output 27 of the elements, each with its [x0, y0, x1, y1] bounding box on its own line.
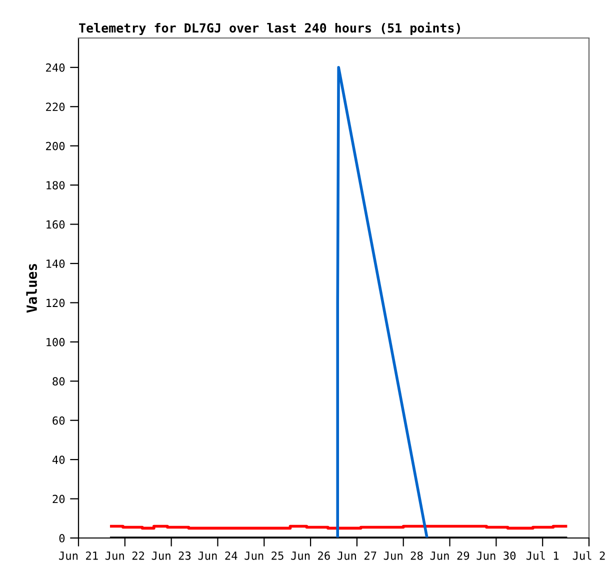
x-tick-label: Jun 28 — [384, 551, 423, 560]
x-tick-label: Jun 23 — [152, 551, 191, 560]
x-tick-label: Jun 27 — [337, 551, 376, 560]
y-tick-label: 160 — [46, 220, 65, 229]
x-tick-label: Jun 25 — [244, 551, 284, 560]
y-tick-label: 140 — [46, 259, 65, 268]
y-tick-label: 120 — [46, 298, 65, 308]
x-tick-label: Jun 24 — [198, 551, 238, 560]
x-tick-label: Jun 29 — [430, 551, 470, 560]
x-tick-label: Jun 26 — [291, 551, 330, 560]
x-tick-label: Jul 2 — [572, 551, 605, 560]
x-tick-label: Jun 21 — [59, 551, 98, 560]
x-tick-label: Jul 1 — [526, 551, 559, 560]
y-tick-label: 80 — [52, 377, 65, 386]
y-tick-label: 0 — [59, 534, 65, 542]
y-tick-label: 200 — [46, 142, 65, 150]
y-tick-label: 240 — [46, 63, 65, 72]
y-tick-label: 40 — [52, 456, 65, 464]
chart-title: Telemetry for DL7GJ over last 240 hours (51 points) — [79, 22, 460, 36]
y-tick-label: 20 — [52, 494, 65, 504]
y-tick-label: 60 — [52, 416, 65, 425]
y-tick-label: 220 — [46, 102, 65, 112]
x-tick-label: Jun 22 — [105, 551, 144, 560]
x-tick-label: Jun 30 — [476, 551, 516, 560]
y-tick-label: 180 — [46, 181, 65, 190]
y-axis-title: Values — [26, 264, 37, 313]
y-tick-label: 100 — [46, 338, 65, 346]
